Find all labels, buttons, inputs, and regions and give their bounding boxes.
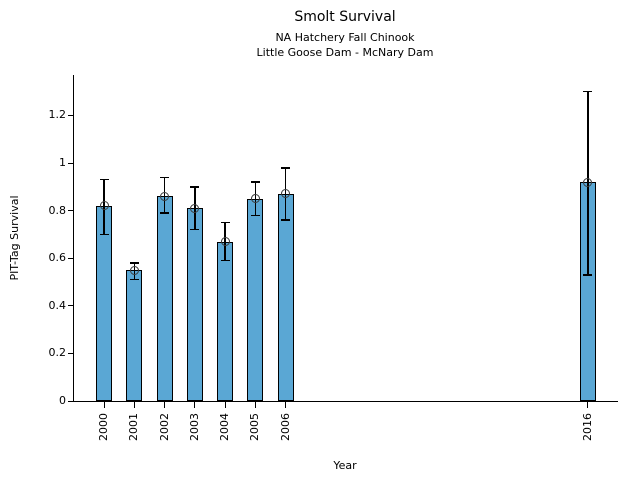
error-cap-top-2003: [190, 186, 200, 188]
error-cap-bottom-2001: [129, 278, 139, 281]
x-tick-label-2004: 2004: [218, 413, 232, 441]
x-axis-label: Year: [333, 459, 357, 472]
y-tick-label: 1: [59, 156, 66, 170]
x-tick-2005: [254, 401, 256, 408]
y-tick: [68, 162, 74, 164]
plot-area: 0 0.2 0.4 0.6 0.8 1 1.2 2000 2001 2002 2003 2004 200…: [49, 75, 618, 441]
y-tick: [68, 400, 74, 402]
point-marker-2003: [190, 203, 200, 213]
x-tick-label-2000: 2000: [97, 413, 111, 441]
error-cap-top-2002: [160, 176, 170, 179]
point-marker-2000: [99, 201, 109, 211]
x-tick-label-2001: 2001: [127, 413, 141, 441]
y-tick-label: 1.2: [48, 108, 67, 122]
bar-2003: [186, 208, 203, 401]
point-marker-2005: [250, 194, 260, 204]
error-cap-top-2005: [250, 181, 260, 183]
x-tick-2002: [164, 401, 166, 408]
x-tick-label-2003: 2003: [187, 413, 201, 441]
x-tick-label-2006: 2006: [278, 413, 292, 441]
y-tick-label: 0.4: [48, 298, 67, 312]
error-cap-bottom-2003: [190, 228, 200, 231]
error-cap-top-2016: [583, 90, 593, 93]
y-tick: [68, 210, 74, 212]
point-marker-2006: [281, 189, 291, 199]
y-tick-label: 0: [59, 394, 66, 407]
error-cap-top-2004: [220, 221, 230, 224]
error-cap-bottom-2006: [281, 219, 291, 221]
error-cap-top-2006: [281, 167, 291, 169]
y-tick-label: 0.2: [48, 346, 67, 360]
bar-2004: [217, 241, 234, 401]
x-tick-label-2005: 2005: [248, 413, 262, 441]
y-tick: [68, 305, 74, 307]
y-tick-label: 0.6: [48, 251, 67, 265]
chart-title: Smolt Survival: [294, 9, 396, 25]
chart-subtitle-line2: Little Goose Dam - McNary Dam: [256, 46, 434, 59]
y-tick-label: 0.8: [48, 203, 67, 217]
bar-2002: [156, 196, 173, 401]
chart-subtitle-line1: NA Hatchery Fall Chinook: [275, 31, 415, 44]
y-tick: [68, 114, 74, 116]
x-tick-2003: [194, 401, 196, 408]
y-tick: [68, 257, 74, 259]
point-marker-2002: [160, 191, 170, 201]
x-tick-2006: [285, 401, 287, 408]
point-marker-2004: [220, 237, 230, 247]
error-cap-bottom-2016: [583, 274, 593, 276]
x-tick-2004: [224, 401, 226, 408]
error-cap-bottom-2005: [250, 214, 260, 217]
bar-2001: [126, 270, 143, 401]
error-cap-bottom-2004: [220, 259, 230, 262]
x-tick-label-2002: 2002: [157, 413, 171, 441]
error-cap-top-2001: [129, 262, 139, 264]
x-tick-2000: [103, 401, 105, 408]
error-cap-bottom-2002: [160, 212, 170, 214]
point-marker-2001: [129, 265, 139, 275]
x-tick-2001: [133, 401, 135, 408]
y-axis-label: PIT-Tag Survival: [8, 195, 21, 281]
error-cap-top-2000: [99, 178, 109, 181]
x-tick-label-2016: 2016: [580, 413, 594, 441]
y-tick: [68, 352, 74, 354]
point-marker-2016: [583, 177, 593, 187]
bar-2005: [247, 198, 264, 401]
error-cap-bottom-2000: [99, 233, 109, 236]
x-tick-2016: [587, 401, 589, 408]
bar-2006: [277, 193, 294, 401]
